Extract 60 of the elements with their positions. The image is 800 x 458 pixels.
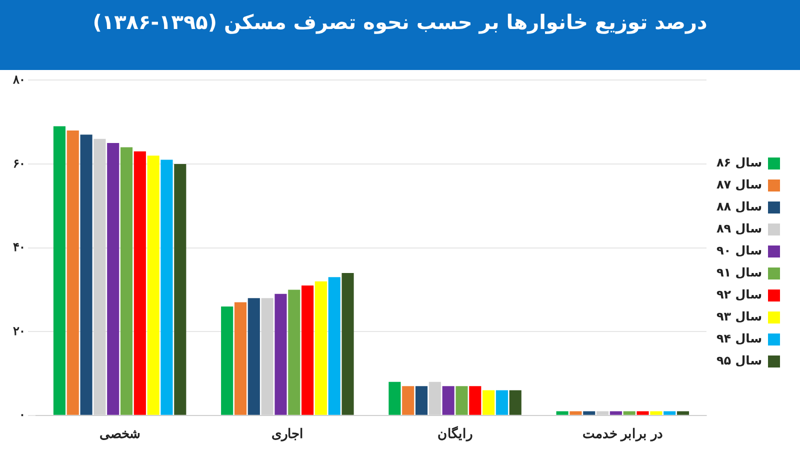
legend-label: سال ۹۰ bbox=[716, 244, 762, 258]
legend-label: سال ۹۳ bbox=[716, 310, 762, 324]
bar bbox=[482, 390, 495, 415]
bar bbox=[456, 386, 468, 415]
bar bbox=[676, 411, 690, 415]
bar bbox=[328, 277, 340, 415]
legend-label: سال ۹۱ bbox=[716, 266, 762, 280]
bar bbox=[134, 151, 146, 415]
bar bbox=[509, 390, 522, 415]
bar bbox=[596, 411, 609, 415]
bar bbox=[428, 382, 441, 415]
bar bbox=[650, 411, 662, 415]
x-tick-label: رایگان bbox=[438, 424, 473, 442]
bar bbox=[570, 411, 582, 415]
legend-label: سال ۸۸ bbox=[716, 200, 762, 214]
bar bbox=[288, 290, 300, 415]
bar bbox=[53, 126, 66, 415]
bar bbox=[314, 281, 327, 415]
y-tick-label: ۶۰ bbox=[13, 156, 25, 170]
bar bbox=[174, 164, 186, 415]
y-tick-label: ۲۰ bbox=[13, 324, 25, 338]
x-tick-label: در برابر خدمت bbox=[582, 426, 663, 442]
bar bbox=[160, 160, 173, 415]
legend-label: سال ۸۷ bbox=[716, 178, 762, 192]
y-tick-label: ۸۰ bbox=[12, 72, 25, 87]
legend-label: سال ۸۹ bbox=[716, 222, 762, 236]
bar bbox=[623, 411, 636, 415]
bar bbox=[107, 143, 120, 415]
bar bbox=[496, 390, 508, 415]
x-tick-label: اجاری bbox=[271, 426, 304, 442]
bar bbox=[147, 156, 160, 415]
x-tick-label: شخصی bbox=[99, 426, 140, 441]
legend-label: سال ۹۲ bbox=[716, 288, 762, 302]
bar bbox=[469, 386, 482, 415]
bar bbox=[442, 386, 454, 415]
bar bbox=[388, 382, 401, 415]
bar bbox=[415, 386, 428, 415]
bar bbox=[664, 411, 676, 415]
bar bbox=[66, 130, 79, 415]
bar bbox=[234, 302, 247, 415]
bar bbox=[274, 294, 287, 415]
bar bbox=[120, 147, 133, 415]
bar bbox=[556, 411, 568, 415]
y-tick-label: ۰ bbox=[19, 408, 25, 422]
bar bbox=[583, 411, 596, 415]
bar bbox=[221, 306, 234, 415]
chart-title: درصد توزیع خانوارها بر حسب نحوه تصرف مسکن (۱۳۹۵-۱۳۸۶) bbox=[92, 10, 708, 34]
bar bbox=[610, 411, 622, 415]
legend-label: سال ۹۵ bbox=[716, 354, 762, 368]
bar bbox=[636, 411, 649, 415]
bar bbox=[261, 298, 274, 415]
legend-label: سال ۸۶ bbox=[716, 156, 762, 170]
y-tick-label: ۴۰ bbox=[13, 240, 25, 254]
bar bbox=[402, 386, 414, 415]
bar bbox=[94, 138, 106, 415]
bar bbox=[302, 286, 314, 415]
bar bbox=[342, 272, 354, 415]
legend-label: سال ۹۴ bbox=[716, 332, 762, 346]
bar bbox=[80, 134, 92, 415]
bar bbox=[248, 298, 260, 415]
